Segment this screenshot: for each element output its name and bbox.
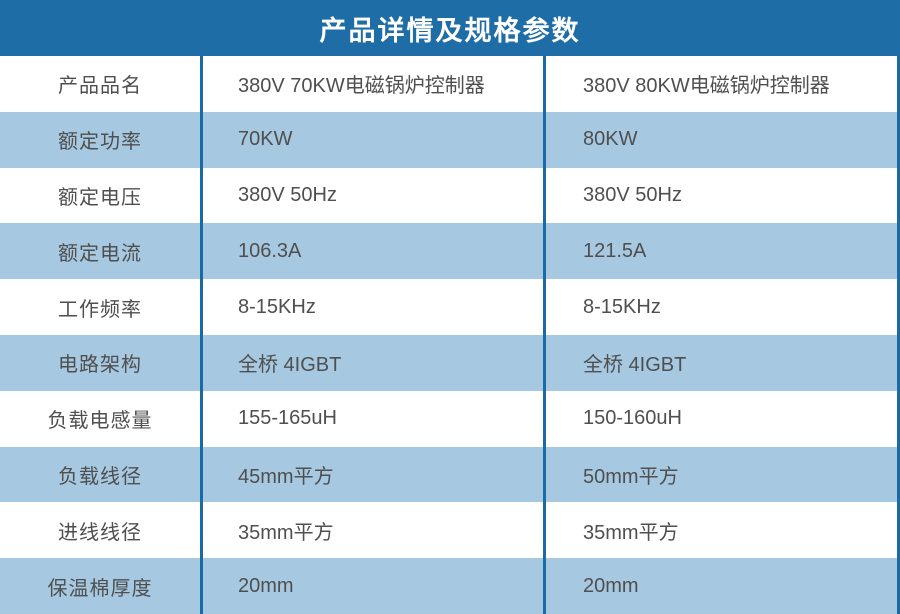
spec-value-product1: 380V 50Hz — [203, 167, 546, 224]
spec-value-product2: 380V 80KW电磁锅炉控制器 — [583, 75, 830, 98]
table-row-rated-voltage: 额定电压 380V 50Hz 380V 50Hz — [0, 167, 897, 224]
spec-value-product1: 106.3A — [203, 223, 546, 280]
spec-label: 负载线径 — [0, 446, 203, 503]
table-row-working-frequency: 工作频率 8-15KHz 8-15KHz — [0, 279, 897, 335]
spec-value-product2: 80KW — [583, 128, 638, 151]
spec-value-product2: 20mm — [583, 574, 639, 597]
spec-value-product2: 8-15KHz — [583, 295, 661, 318]
spec-value-product2: 150-160uH — [583, 407, 682, 430]
spec-label: 额定电流 — [0, 223, 203, 280]
spec-value-product1: 8-15KHz — [203, 279, 546, 335]
spec-value-product2: 35mm平方 — [583, 521, 679, 544]
spec-label: 额定电压 — [0, 167, 203, 224]
spec-value-product2: 380V 50Hz — [583, 183, 682, 206]
spec-label: 保温棉厚度 — [0, 558, 203, 614]
table-row-rated-power: 额定功率 70KW 80KW — [0, 111, 897, 168]
spec-label: 电路架构 — [0, 334, 203, 391]
spec-value-product1: 155-165uH — [203, 390, 546, 447]
spec-value-product2: 121.5A — [583, 239, 647, 262]
table-row-load-inductance: 负载电感量 155-165uH 150-160uH — [0, 390, 897, 447]
spec-value-product1: 70KW — [203, 111, 546, 168]
spec-value-product1: 45mm平方 — [203, 446, 546, 503]
table-row-load-wire-diameter: 负载线径 45mm平方 50mm平方 — [0, 446, 897, 503]
spec-value-product2: 全桥 4IGBT — [583, 354, 687, 377]
spec-value-product1: 20mm — [203, 558, 546, 614]
table-row-circuit-architecture: 电路架构 全桥 4IGBT 全桥 4IGBT — [0, 334, 897, 391]
spec-label: 进线线径 — [0, 502, 203, 559]
spec-value-product2: 50mm平方 — [583, 465, 679, 488]
table-row-inlet-wire-diameter: 进线线径 35mm平方 35mm平方 — [0, 502, 897, 559]
spec-table: 产品品名 380V 70KW电磁锅炉控制器 380V 80KW电磁锅炉控制器 额… — [0, 56, 900, 614]
spec-label: 产品品名 — [0, 56, 203, 112]
spec-label: 负载电感量 — [0, 390, 203, 447]
spec-label: 额定功率 — [0, 111, 203, 168]
spec-label: 工作频率 — [0, 279, 203, 335]
table-row-product-name: 产品品名 380V 70KW电磁锅炉控制器 380V 80KW电磁锅炉控制器 — [0, 56, 897, 112]
spec-value-product1: 380V 70KW电磁锅炉控制器 — [203, 56, 546, 112]
spec-value-product1: 全桥 4IGBT — [203, 334, 546, 391]
page-title: 产品详情及规格参数 — [319, 15, 581, 46]
spec-value-product1: 35mm平方 — [203, 502, 546, 559]
title-bar: 产品详情及规格参数 — [0, 0, 900, 56]
table-row-rated-current: 额定电流 106.3A 121.5A — [0, 223, 897, 280]
table-row-insulation-thickness: 保温棉厚度 20mm 20mm — [0, 558, 897, 614]
